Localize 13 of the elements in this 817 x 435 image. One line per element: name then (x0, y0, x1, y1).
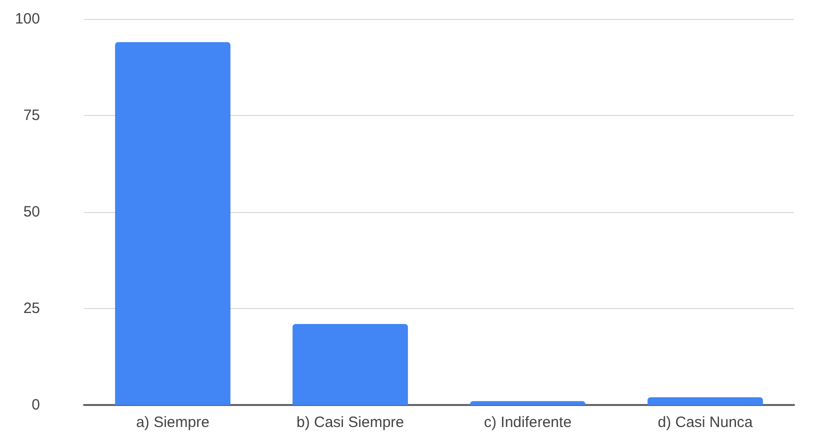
x-tick-label: d) Casi Nunca (658, 414, 754, 431)
y-tick-label: 100 (14, 10, 40, 28)
bar (648, 397, 763, 405)
bar (115, 42, 230, 405)
y-tick-label: 0 (32, 396, 40, 414)
x-tick-label: c) Indiferente (484, 414, 572, 431)
bar (292, 324, 408, 405)
bar (470, 401, 586, 405)
x-tick-label: b) Casi Siempre (296, 414, 404, 431)
y-tick-label: 25 (23, 300, 40, 317)
x-tick-label: a) Siempre (136, 414, 210, 431)
y-tick-label: 50 (23, 204, 40, 220)
y-tick-label: 75 (23, 107, 40, 124)
